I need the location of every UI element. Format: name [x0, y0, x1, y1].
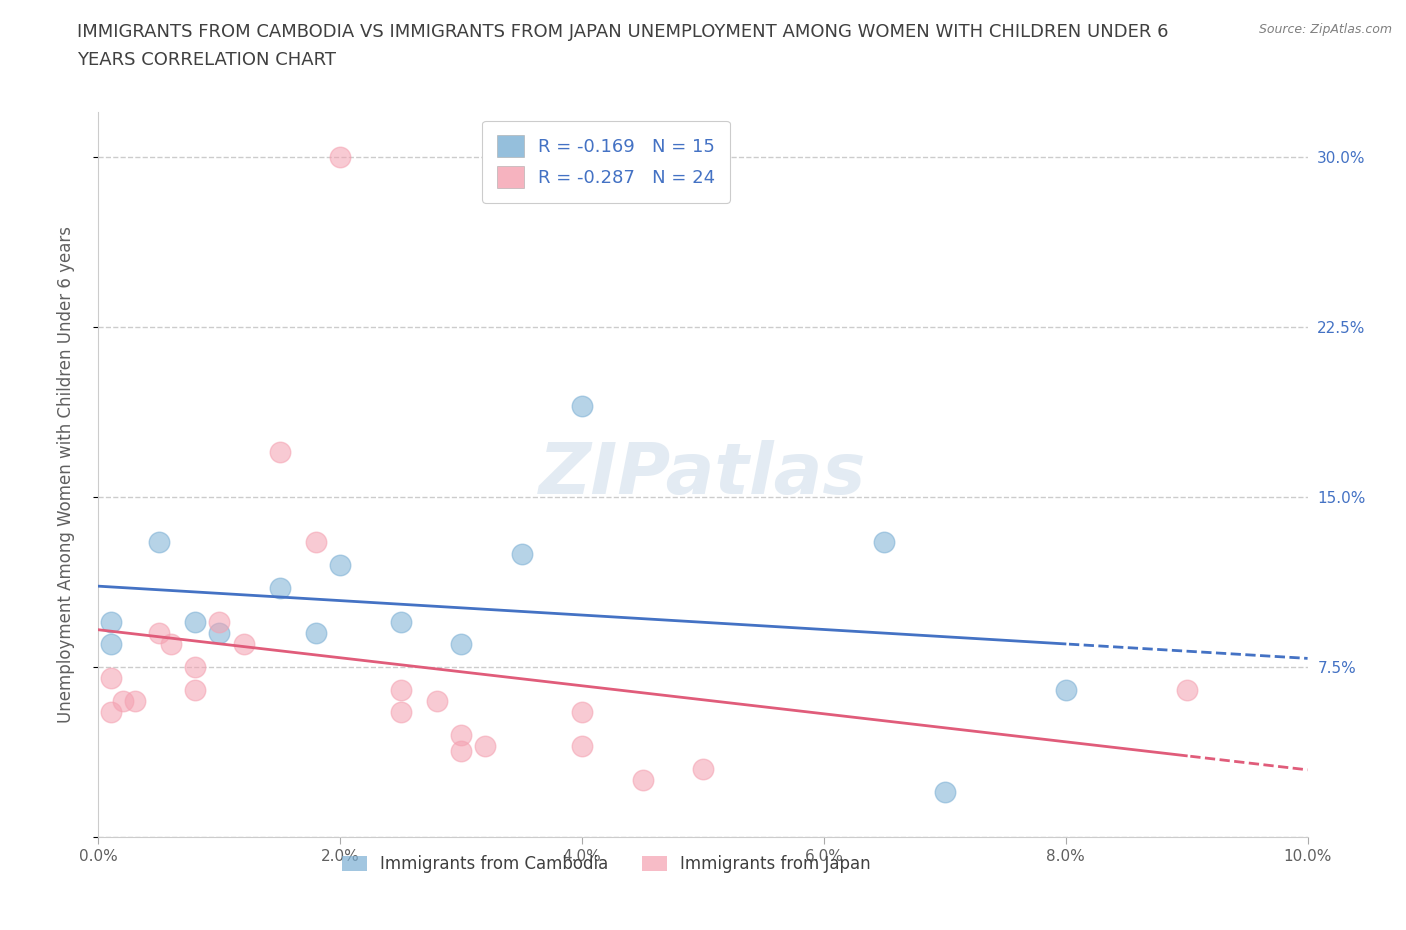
Point [1175, 683, 1198, 698]
Point [100, 671, 122, 685]
Point [232, 637, 254, 652]
Point [389, 614, 412, 629]
Point [160, 637, 183, 652]
Y-axis label: Unemployment Among Women with Children Under 6 years: Unemployment Among Women with Children U… [56, 226, 75, 723]
Point [510, 546, 533, 561]
Point [329, 150, 352, 165]
Text: YEARS CORRELATION CHART: YEARS CORRELATION CHART [77, 51, 336, 69]
Point [100, 705, 122, 720]
Point [450, 637, 472, 652]
Point [208, 626, 231, 641]
Point [474, 738, 496, 753]
Point [184, 683, 207, 698]
Point [305, 626, 328, 641]
Point [269, 580, 291, 595]
Point [148, 626, 170, 641]
Point [100, 637, 122, 652]
Point [450, 743, 472, 758]
Point [692, 762, 714, 777]
Text: ZIPatlas: ZIPatlas [540, 440, 866, 509]
Point [111, 694, 134, 709]
Point [184, 614, 207, 629]
Point [631, 773, 654, 788]
Point [571, 399, 593, 414]
Point [571, 738, 593, 753]
Point [873, 535, 896, 550]
Point [269, 445, 291, 459]
Text: IMMIGRANTS FROM CAMBODIA VS IMMIGRANTS FROM JAPAN UNEMPLOYMENT AMONG WOMEN WITH : IMMIGRANTS FROM CAMBODIA VS IMMIGRANTS F… [77, 23, 1168, 41]
Point [124, 694, 146, 709]
Point [389, 683, 412, 698]
Point [934, 784, 956, 799]
Point [389, 705, 412, 720]
Point [329, 558, 352, 573]
Point [450, 727, 472, 742]
Point [426, 694, 449, 709]
Point [208, 614, 231, 629]
Point [1054, 683, 1077, 698]
Point [305, 535, 328, 550]
Legend: Immigrants from Cambodia, Immigrants from Japan: Immigrants from Cambodia, Immigrants fro… [335, 848, 877, 880]
Point [100, 614, 122, 629]
Point [571, 705, 593, 720]
Point [148, 535, 170, 550]
Text: Source: ZipAtlas.com: Source: ZipAtlas.com [1258, 23, 1392, 36]
Point [184, 659, 207, 674]
